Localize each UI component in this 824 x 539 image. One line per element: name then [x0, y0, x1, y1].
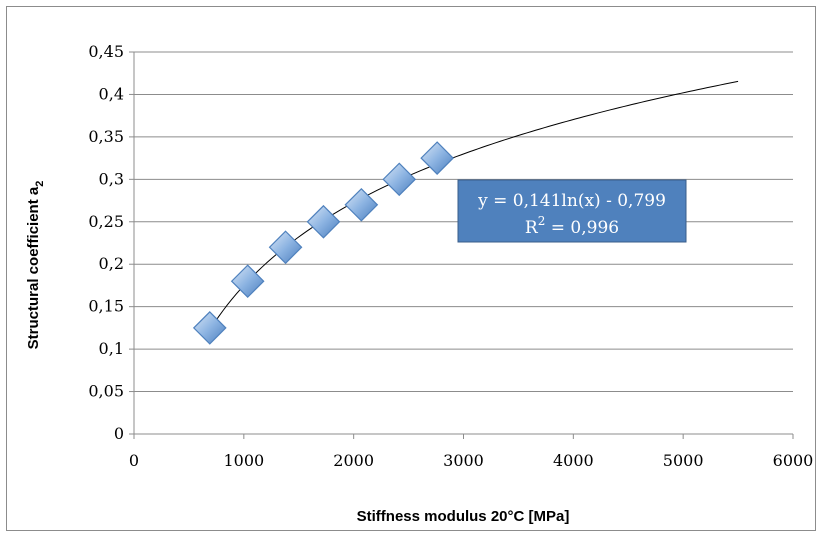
- data-point: [230, 264, 265, 299]
- y-tick-label: 0,15: [88, 297, 124, 316]
- r-squared-text: R2 = 0,996: [525, 214, 619, 238]
- x-tick-label: 5000: [663, 451, 704, 470]
- x-tick-label: 1000: [223, 451, 264, 470]
- y-tick-label: 0: [114, 424, 124, 443]
- x-tick-labels: 0 1000 2000 3000 4000 5000 6000: [129, 451, 813, 470]
- data-point: [420, 141, 454, 175]
- x-axis-title: Stiffness modulus 20°C [MPa]: [357, 508, 570, 525]
- gridlines: [134, 51, 793, 393]
- axes: [129, 51, 794, 439]
- trendline: [209, 80, 739, 331]
- x-tick-label: 6000: [773, 451, 814, 470]
- equation-label: y = 0,141ln(x) - 0,799 R2 = 0,996: [457, 179, 687, 243]
- y-tick-label: 0,1: [99, 339, 124, 358]
- data-point: [192, 311, 227, 345]
- x-tick-label: 3000: [443, 451, 484, 470]
- equation-box: [457, 179, 687, 243]
- y-tick-label: 0,35: [88, 127, 124, 146]
- y-tick-label: 0,05: [88, 382, 124, 401]
- y-axis-title: Structural coefficient a2: [25, 181, 46, 350]
- data-points: [192, 141, 454, 345]
- y-tick-labels: 0 0,05 0,1 0,15 0,2 0,25 0,3 0,35 0,4 0,45: [88, 42, 124, 443]
- y-tick-label: 0,4: [99, 84, 124, 103]
- y-tick-label: 0,3: [99, 169, 124, 188]
- data-point: [344, 187, 379, 222]
- x-tick-label: 2000: [333, 451, 374, 470]
- y-tick-label: 0,2: [99, 254, 124, 273]
- x-tick-label: 0: [129, 451, 139, 470]
- x-tick-label: 4000: [553, 451, 594, 470]
- data-point: [382, 162, 417, 197]
- y-tick-label: 0,25: [88, 212, 124, 231]
- equation-text: y = 0,141ln(x) - 0,799: [477, 191, 666, 211]
- data-point: [268, 230, 303, 265]
- y-tick-label: 0,45: [88, 42, 124, 61]
- data-point: [306, 204, 341, 239]
